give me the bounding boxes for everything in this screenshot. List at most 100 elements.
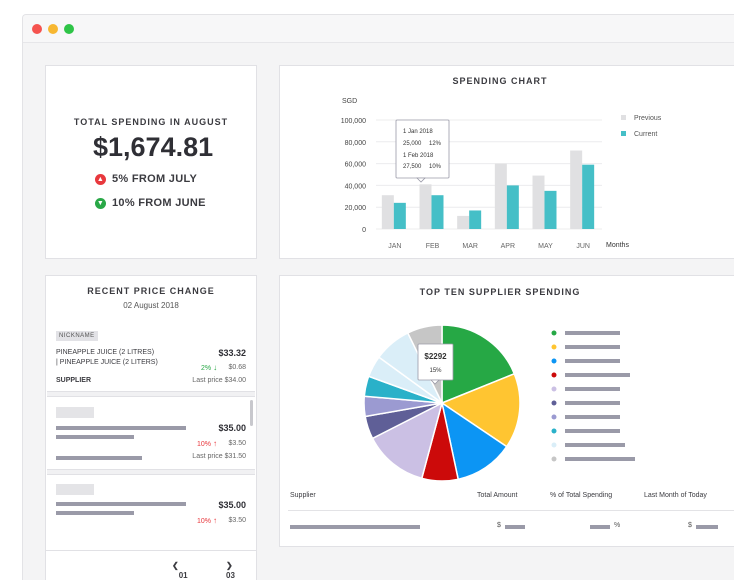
legend-dot — [551, 400, 557, 406]
y-tick-label: 0 — [362, 227, 366, 234]
pager-next-label: 03 AUG — [226, 571, 235, 580]
maximize-window-button[interactable] — [64, 24, 74, 34]
recent-price-date: 02 August 2018 — [123, 301, 179, 310]
tooltip-value-2: 27,500 — [403, 164, 422, 170]
tooltip-pointer — [416, 177, 426, 183]
item2-last-price: Last price $31.50 — [192, 453, 246, 460]
y-tick-label: 100,000 — [341, 118, 366, 125]
legend-label-placeholder — [565, 359, 620, 363]
legend-label-placeholder — [565, 331, 620, 335]
legend-label-placeholder — [565, 345, 620, 349]
item-separator — [47, 391, 255, 397]
close-window-button[interactable] — [32, 24, 42, 34]
pager-next-button[interactable]: 03 AUG ❯ — [226, 561, 235, 580]
legend-dot — [551, 344, 557, 350]
y-tick-label: 80,000 — [345, 140, 367, 147]
y-tick-label: 60,000 — [345, 162, 367, 169]
bar-current — [506, 185, 519, 229]
product-name-line1: PINEAPPLE JUICE (2 LITRES) — [56, 349, 155, 356]
recent-price-title: RECENT PRICE CHANGE — [87, 286, 215, 296]
legend-label: Previous — [634, 115, 662, 122]
product-name-placeholder — [56, 502, 186, 506]
legend-dot — [551, 456, 557, 462]
total-currency: $ — [497, 522, 501, 529]
recent-price-change-card: RECENT PRICE CHANGE 02 August 2018 NICKN… — [45, 275, 257, 580]
nickname-placeholder — [56, 407, 94, 418]
pie-slice — [440, 372, 521, 448]
tooltip-date-1: 1 Jan 2018 — [403, 129, 433, 135]
top-supplier-card: TOP TEN SUPPLIER SPENDING $2292 15% Suppl… — [279, 275, 734, 547]
item1-change-group: 2% ↓ — [201, 363, 217, 372]
arrow-down-icon: ↓ — [213, 363, 218, 372]
item2-change-pct: 10% — [197, 441, 212, 448]
col-supplier[interactable]: Supplier — [290, 492, 316, 499]
window-titlebar — [23, 15, 734, 43]
supplier-label: SUPPLIER — [56, 377, 92, 384]
pager-prev-button[interactable]: ❮ 01 AUG — [172, 561, 188, 580]
legend-label-placeholder — [565, 443, 625, 447]
item1-price: $33.32 — [218, 348, 246, 358]
date-pager: ❮ 01 AUG 03 AUG ❯ — [46, 550, 256, 580]
x-tick-label: MAR — [462, 243, 478, 250]
col-last-month[interactable]: Last Month of Today — [644, 492, 707, 499]
change-from-june-text: 10% FROM JUNE — [112, 197, 206, 209]
tooltip-date-2: 1 Feb 2018 — [403, 153, 434, 159]
legend-swatch — [621, 115, 626, 120]
bar-previous — [419, 184, 432, 229]
legend-label-placeholder — [565, 429, 620, 433]
item2-price: $35.00 — [218, 423, 246, 433]
col-pct-total[interactable]: % of Total Spending — [550, 492, 613, 499]
tooltip-pct-2: 10% — [429, 164, 442, 170]
last-month-placeholder — [696, 525, 718, 529]
browser-window: TOTAL SPENDING IN AUGUST $1,674.81 ▲ 5% … — [22, 14, 734, 580]
product-name-placeholder — [56, 511, 134, 515]
bar-current — [544, 190, 557, 229]
x-tick-label: APR — [501, 243, 515, 250]
bar-previous — [494, 163, 507, 229]
x-tick-label: MAY — [538, 243, 553, 250]
x-tick-label: JUN — [576, 243, 590, 250]
legend-label-placeholder — [565, 373, 630, 377]
spending-chart-card: SPENDING CHART SGD 0 20,000 40,000 60,000 80,… — [279, 65, 734, 259]
legend-label: Current — [634, 131, 657, 138]
tooltip-value-1: 25,000 — [403, 141, 422, 147]
pie-slice — [441, 324, 516, 405]
col-total-amount[interactable]: Total Amount — [477, 492, 518, 499]
supplier-name-placeholder — [290, 525, 420, 529]
total-spending-card: TOTAL SPENDING IN AUGUST $1,674.81 ▲ 5% … — [45, 65, 257, 259]
legend-swatch — [621, 131, 626, 136]
legend-label-placeholder — [565, 387, 620, 391]
pct-sign: % — [614, 522, 621, 529]
bar-current — [431, 195, 444, 229]
total-spending-amount: $1,674.81 — [93, 132, 214, 162]
legend-dot — [551, 442, 557, 448]
minimize-window-button[interactable] — [48, 24, 58, 34]
item3-price: $35.00 — [218, 500, 246, 510]
arrow-up-icon: ↑ — [212, 516, 217, 525]
legend-dot — [551, 358, 557, 364]
bar-previous — [570, 150, 583, 229]
supplier-placeholder — [56, 456, 142, 460]
legend-dot — [551, 414, 557, 420]
pie-tooltip-pointer — [430, 379, 440, 385]
bar-current — [582, 164, 595, 229]
item1-change-amount: $0.68 — [228, 364, 246, 371]
bar-previous — [381, 195, 394, 229]
list-scrollbar[interactable] — [250, 400, 253, 426]
item-separator — [47, 469, 255, 475]
supplier-chart-title: TOP TEN SUPPLIER SPENDING — [419, 287, 581, 297]
bar-previous — [457, 215, 470, 229]
product-name-placeholder — [56, 426, 186, 430]
arrow-up-circle-icon: ▲ — [95, 173, 106, 185]
bar-current — [469, 210, 482, 229]
item1-last-price: Last price $34.00 — [192, 377, 246, 384]
item3-change-amount: $3.50 — [228, 517, 246, 524]
nickname-placeholder — [56, 484, 94, 495]
pct-placeholder — [590, 525, 610, 529]
x-axis-label: Months — [606, 242, 629, 249]
last-month-currency: $ — [688, 522, 692, 529]
legend-dot — [551, 386, 557, 392]
item2-change-amount: $3.50 — [228, 440, 246, 447]
item2-change-group: 10% ↑ — [197, 439, 217, 448]
pie-tooltip — [417, 343, 454, 381]
